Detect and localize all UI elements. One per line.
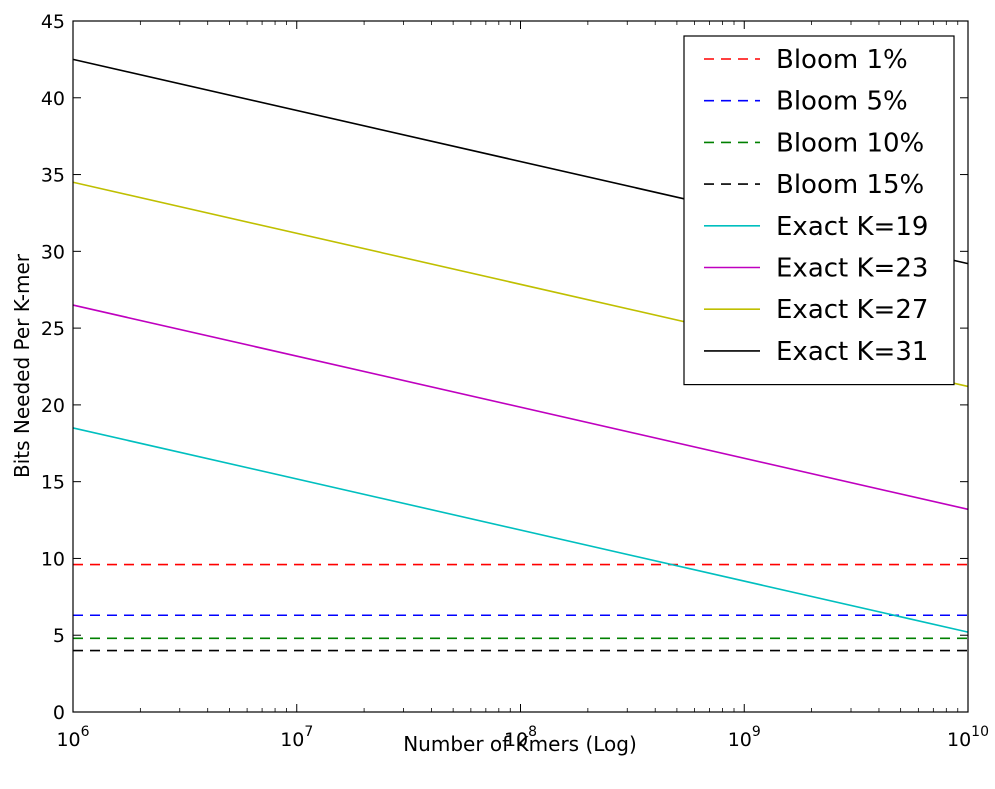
y-tick-label: 15 bbox=[41, 472, 65, 494]
x-tick-label: 106 bbox=[56, 724, 89, 751]
x-tick-label: 108 bbox=[504, 724, 537, 751]
x-axis-title: Number of Kmers (Log) bbox=[403, 732, 637, 756]
legend-label-exact-k-27: Exact K=27 bbox=[776, 295, 928, 325]
y-tick-label: 25 bbox=[41, 318, 65, 340]
x-tick-label: 109 bbox=[728, 724, 761, 751]
legend-label-bloom-1: Bloom 1% bbox=[776, 45, 908, 75]
ticks-layer: 106 107 108 109 1010 0 5 10 15 20 25 30 35 40 45 bbox=[41, 11, 989, 751]
y-tick-label: 40 bbox=[41, 88, 65, 110]
y-tick-label: 5 bbox=[53, 625, 65, 647]
y-axis-title: Bits Needed Per K-mer bbox=[10, 253, 34, 478]
y-tick-label: 30 bbox=[41, 241, 65, 263]
series-line-exact-k-23 bbox=[72, 304, 969, 511]
legend-label-bloom-5: Bloom 5% bbox=[776, 87, 908, 117]
legend-label-exact-k-19: Exact K=19 bbox=[776, 212, 928, 242]
y-tick-label: 45 bbox=[41, 11, 65, 33]
y-tick-label: 35 bbox=[41, 165, 65, 187]
x-tick-label: 1010 bbox=[947, 724, 989, 751]
series-layer bbox=[72, 58, 969, 652]
x-tick-label: 107 bbox=[280, 724, 313, 751]
legend-label-bloom-15: Bloom 15% bbox=[776, 170, 924, 200]
legend-label-exact-k-31: Exact K=31 bbox=[776, 337, 928, 367]
y-tick-label: 0 bbox=[53, 702, 65, 724]
legend-box bbox=[683, 35, 955, 386]
y-tick-label: 20 bbox=[41, 395, 65, 417]
legend-label-bloom-10: Bloom 10% bbox=[776, 128, 924, 158]
y-tick-label: 10 bbox=[41, 548, 65, 570]
legend-label-exact-k-23: Exact K=23 bbox=[776, 254, 928, 284]
series-line-exact-k-19 bbox=[72, 427, 969, 633]
legend: Bloom 1% Bloom 5% Bloom 10% Bloom 15% Exact … bbox=[683, 35, 955, 386]
